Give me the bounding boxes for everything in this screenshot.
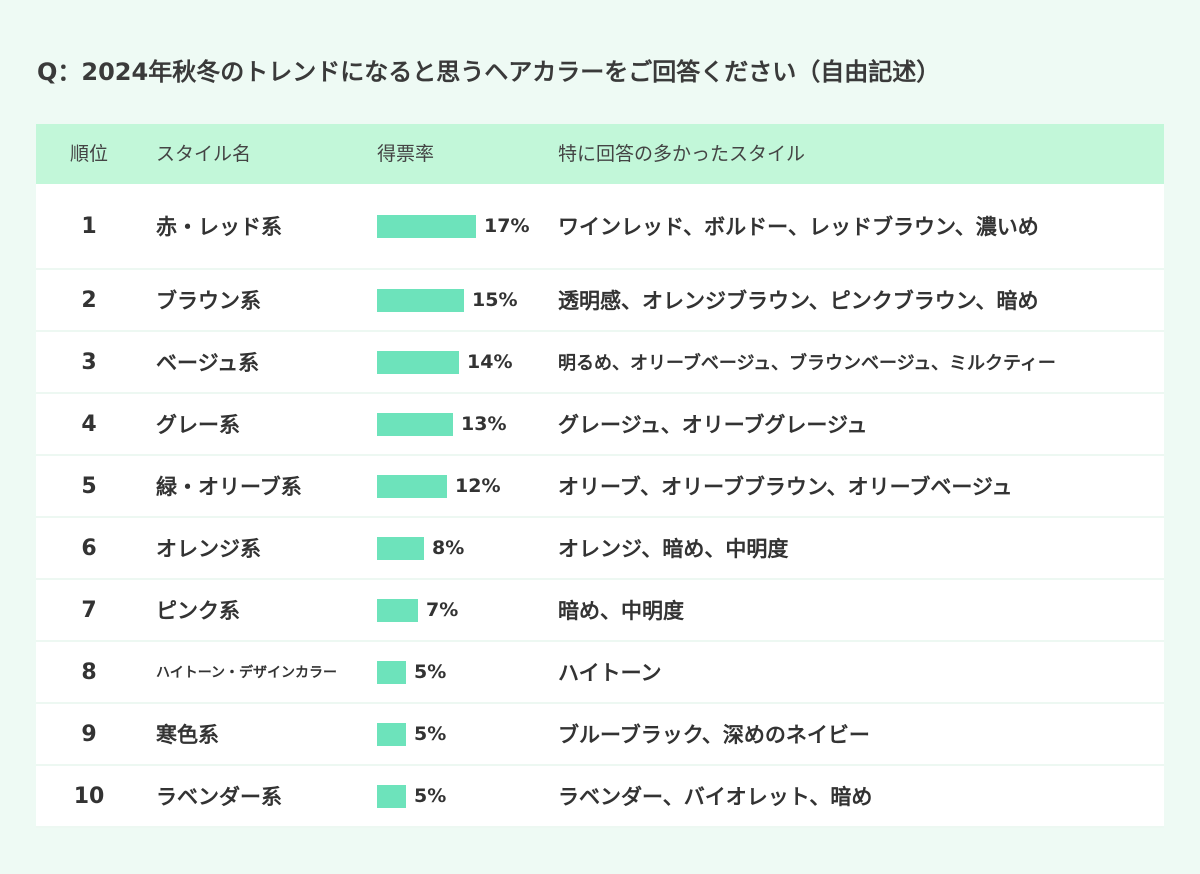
popular-styles: オレンジ、暗め、中明度 [558, 537, 789, 561]
rank-number: 1 [81, 213, 97, 239]
vote-rate-cell: 17% [377, 184, 529, 268]
rate-bar [377, 660, 406, 684]
rate-label: 15% [472, 289, 518, 311]
rank-number: 6 [81, 535, 97, 561]
header-vote-rate: 得票率 [377, 143, 435, 165]
table-row: 10 ラベンダー系 5% ラベンダー、バイオレット、暗め [36, 766, 1164, 828]
table-row: 2 ブラウン系 15% 透明感、オレンジブラウン、ピンクブラウン、暗め [36, 270, 1164, 332]
table-row: 5 緑・オリーブ系 12% オリーブ、オリーブブラウン、オリーブベージュ [36, 456, 1164, 518]
popular-styles: 暗め、中明度 [558, 599, 684, 623]
vote-rate-cell: 15% [377, 270, 517, 330]
rate-label: 8% [432, 537, 465, 559]
popular-styles: ラベンダー、バイオレット、暗め [558, 785, 873, 809]
popular-styles: ハイトーン [558, 661, 662, 685]
vote-rate-cell: 5% [377, 704, 446, 764]
popular-styles: オリーブ、オリーブブラウン、オリーブベージュ [558, 475, 1013, 499]
rate-label: 12% [455, 475, 501, 497]
table-row: 4 グレー系 13% グレージュ、オリーブグレージュ [36, 394, 1164, 456]
rate-bar [377, 722, 406, 746]
style-name: 赤・レッド系 [156, 215, 282, 239]
popular-styles: ワインレッド、ボルドー、レッドブラウン、濃いめ [558, 215, 1039, 239]
rate-bar [377, 288, 464, 312]
table-row: 3 ベージュ系 14% 明るめ、オリーブベージュ、ブラウンベージュ、ミルクティー [36, 332, 1164, 394]
rank-number: 2 [81, 287, 97, 313]
header-popular-styles: 特に回答の多かったスタイル [558, 143, 806, 165]
page-title: Q：2024年秋冬のトレンドになると思うヘアカラーをご回答ください（自由記述） [37, 58, 941, 86]
rank-number: 4 [81, 411, 97, 437]
vote-rate-cell: 5% [377, 642, 446, 702]
rate-label: 5% [414, 661, 447, 683]
style-name: ラベンダー系 [156, 785, 282, 809]
rank-number: 5 [81, 473, 97, 499]
table-row: 6 オレンジ系 8% オレンジ、暗め、中明度 [36, 518, 1164, 580]
vote-rate-cell: 7% [377, 580, 458, 640]
popular-styles: ブルーブラック、深めのネイビー [558, 723, 870, 747]
popular-styles: 明るめ、オリーブベージュ、ブラウンベージュ、ミルクティー [558, 353, 1056, 374]
style-name: グレー系 [156, 413, 240, 437]
rate-label: 14% [467, 351, 513, 373]
rate-bar [377, 598, 418, 622]
rate-bar [377, 350, 459, 374]
rank-number: 8 [81, 659, 97, 685]
rank-number: 3 [81, 349, 97, 375]
rate-label: 17% [484, 215, 530, 237]
style-name: 寒色系 [156, 723, 219, 747]
popular-styles: グレージュ、オリーブグレージュ [558, 413, 868, 437]
rate-bar [377, 412, 453, 436]
rate-bar [377, 214, 476, 238]
style-name: 緑・オリーブ系 [156, 475, 302, 499]
popular-styles: 透明感、オレンジブラウン、ピンクブラウン、暗め [558, 289, 1039, 313]
rank-number: 7 [81, 597, 97, 623]
vote-rate-cell: 13% [377, 394, 506, 454]
header-style-name: スタイル名 [156, 143, 252, 165]
style-name: ブラウン系 [156, 289, 261, 313]
table-row: 9 寒色系 5% ブルーブラック、深めのネイビー [36, 704, 1164, 766]
style-name: ハイトーン・デザインカラー [156, 665, 338, 681]
table-row: 7 ピンク系 7% 暗め、中明度 [36, 580, 1164, 642]
vote-rate-cell: 14% [377, 332, 512, 392]
header-rank: 順位 [69, 143, 108, 165]
rank-number: 10 [73, 783, 105, 809]
vote-rate-cell: 12% [377, 456, 500, 516]
vote-rate-cell: 8% [377, 518, 464, 578]
style-name: オレンジ系 [156, 537, 261, 561]
rate-label: 7% [426, 599, 459, 621]
rate-label: 5% [414, 785, 447, 807]
ranking-table: 順位 スタイル名 得票率 特に回答の多かったスタイル 1 赤・レッド系 17% ワイン… [36, 124, 1164, 828]
rank-number: 9 [81, 721, 97, 747]
rate-bar [377, 784, 406, 808]
table-header: 順位 スタイル名 得票率 特に回答の多かったスタイル [36, 124, 1164, 184]
rate-label: 5% [414, 723, 447, 745]
rate-bar [377, 536, 424, 560]
vote-rate-cell: 5% [377, 766, 446, 826]
table-row: 1 赤・レッド系 17% ワインレッド、ボルドー、レッドブラウン、濃いめ [36, 184, 1164, 270]
style-name: ベージュ系 [156, 351, 260, 375]
table-row: 8 ハイトーン・デザインカラー 5% ハイトーン [36, 642, 1164, 704]
rate-bar [377, 474, 447, 498]
rate-label: 13% [461, 413, 507, 435]
style-name: ピンク系 [156, 599, 240, 623]
